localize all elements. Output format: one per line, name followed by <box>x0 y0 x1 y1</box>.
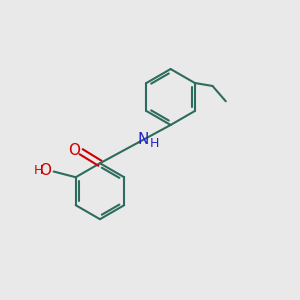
Text: H: H <box>149 136 159 150</box>
Text: O: O <box>68 143 80 158</box>
Text: N: N <box>138 132 149 147</box>
Text: O: O <box>39 164 51 178</box>
Text: H: H <box>34 164 44 177</box>
